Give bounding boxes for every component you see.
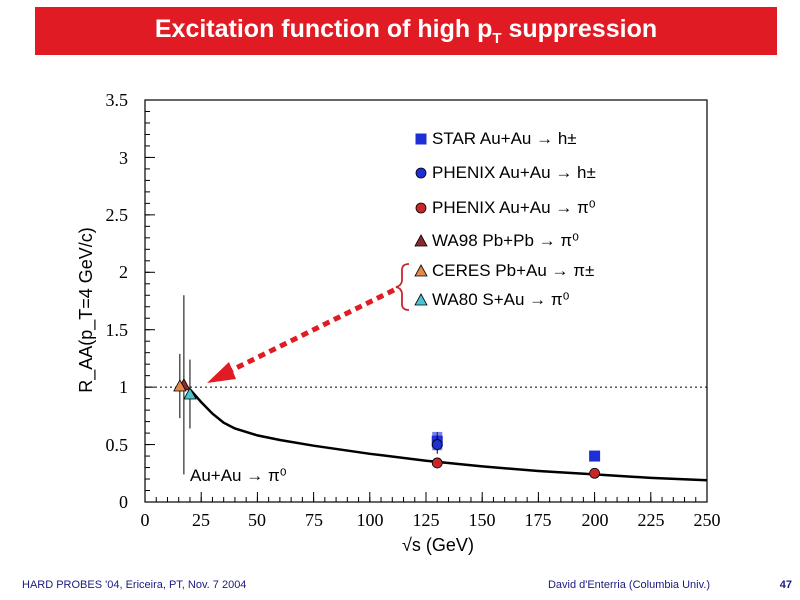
- data-point: [183, 387, 197, 400]
- legend-phenix-h-label: PHENIX Au+Au → h±: [432, 163, 596, 182]
- y-tick-label: 2.5: [106, 205, 129, 225]
- x-tick-label: 50: [248, 510, 266, 530]
- title-subscript: T: [492, 30, 502, 47]
- x-tick-label: 150: [469, 510, 496, 530]
- x-axis-title: √s (GeV): [402, 535, 474, 555]
- legend-phenix-pi0-label: PHENIX Au+Au → π⁰: [432, 198, 596, 217]
- data-point: [589, 467, 600, 479]
- y-tick-label: 1.5: [106, 320, 129, 340]
- x-tick-label: 0: [141, 510, 150, 530]
- legend-marker: [414, 264, 428, 277]
- data-points: [173, 295, 601, 479]
- legend-star-label: STAR Au+Au → h±: [432, 129, 577, 148]
- data-point: [173, 379, 187, 392]
- footer-event: HARD PROBES '04, Ericeira, PT, Nov. 7 20…: [22, 579, 247, 591]
- x-tick-label: 25: [192, 510, 210, 530]
- axis-ticks: [144, 99, 708, 503]
- legend-markers: [414, 133, 428, 306]
- title-main: Excitation function of high p: [154, 15, 493, 43]
- legend-marker: [415, 167, 427, 179]
- page-number: 47: [779, 579, 792, 591]
- highlight-arrow-head: [207, 362, 236, 383]
- legend-brace: [395, 263, 410, 311]
- curve-group: [189, 388, 708, 482]
- y-axis-title: R_AA(p_T=4 GeV/c): [76, 227, 97, 393]
- legend-marker: [414, 234, 428, 247]
- data-point: [589, 450, 601, 462]
- legend-marker: [414, 293, 428, 306]
- highlight-arrow: [226, 287, 396, 375]
- title-tail: suppression: [501, 15, 658, 43]
- legend-marker: [415, 133, 427, 145]
- curve-label: Au+Au → π⁰: [190, 466, 287, 485]
- x-tick-label: 125: [413, 510, 440, 530]
- footer-author: David d'Enterria (Columbia Univ.): [547, 579, 710, 591]
- y-tick-label: 0: [119, 492, 128, 512]
- y-tick-label: 3: [119, 148, 128, 168]
- y-tick-label: 2: [119, 262, 128, 282]
- y-tick-label: 3.5: [106, 90, 129, 110]
- title-bar: Excitation function of high pT suppressi…: [35, 7, 777, 55]
- x-tick-label: 75: [305, 510, 323, 530]
- x-tick-label: 175: [525, 510, 552, 530]
- legend-wa98-label: WA98 Pb+Pb → π⁰: [432, 231, 579, 250]
- x-tick-label: 200: [582, 510, 609, 530]
- x-tick-label: 250: [694, 510, 721, 530]
- x-tick-label: 225: [638, 510, 665, 530]
- plot-frame: [144, 99, 708, 503]
- theory-curve: [189, 388, 708, 482]
- legend-ceres-label: CERES Pb+Au → π±: [432, 261, 594, 280]
- data-point: [431, 457, 443, 469]
- legend-wa80-label: WA80 S+Au → π⁰: [432, 290, 570, 309]
- x-tick-label: 100: [357, 510, 384, 530]
- data-point: [431, 439, 443, 450]
- legend-marker: [415, 202, 427, 214]
- slide-title: Excitation function of high pT suppressi…: [35, 7, 777, 55]
- y-tick-label: 1: [119, 377, 128, 397]
- y-tick-label: 0.5: [106, 435, 129, 455]
